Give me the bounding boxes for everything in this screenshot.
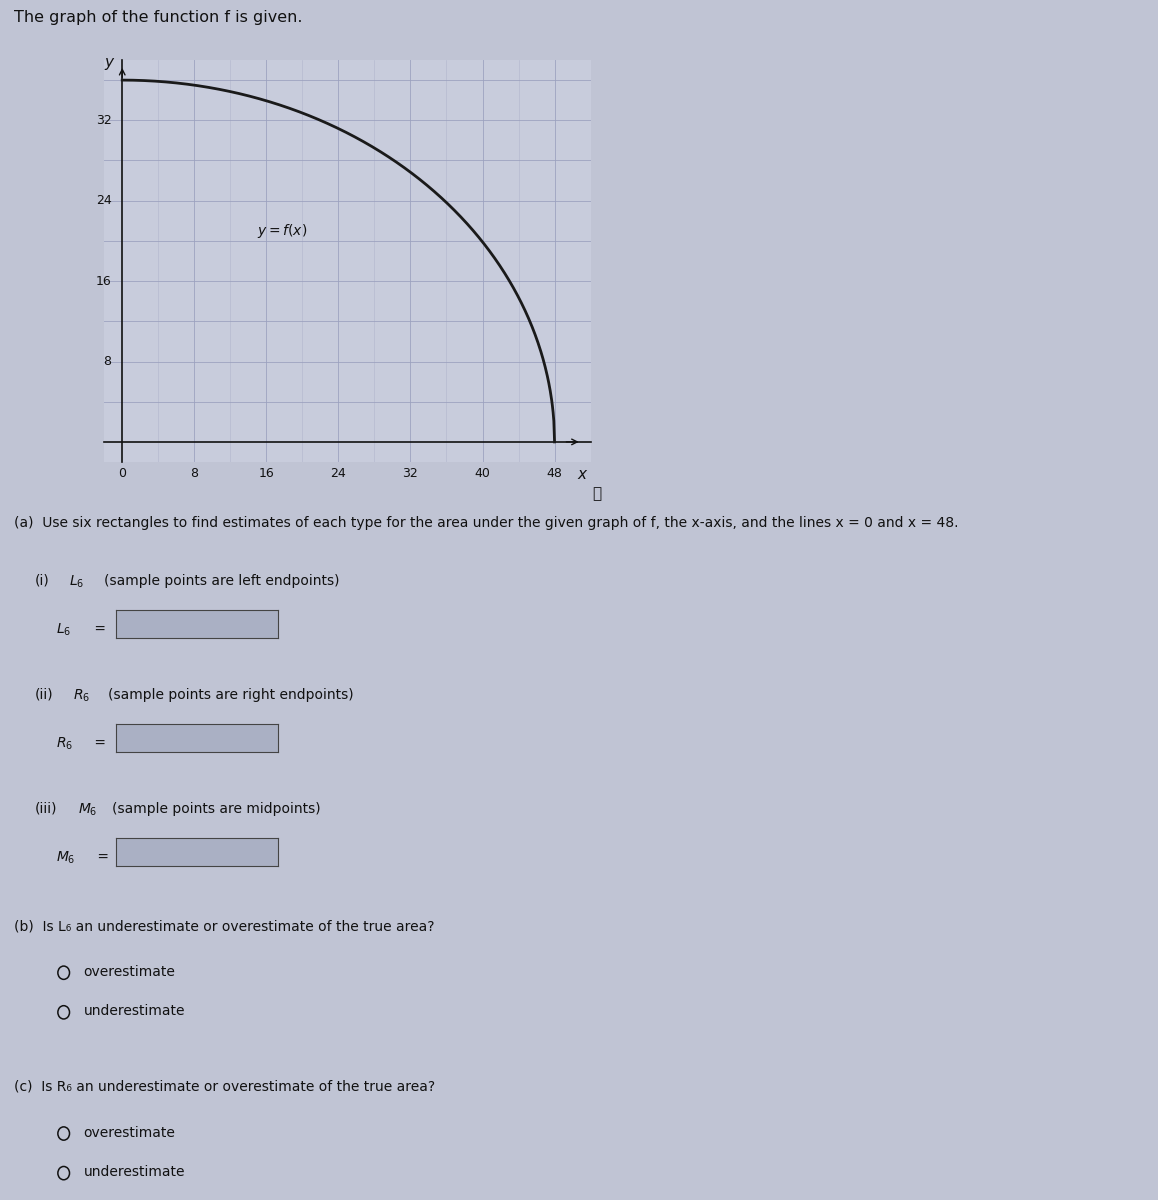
Text: 48: 48 — [547, 467, 563, 480]
Text: underestimate: underestimate — [83, 1004, 185, 1019]
Text: =: = — [90, 736, 111, 750]
Text: The graph of the function f is given.: The graph of the function f is given. — [14, 10, 302, 24]
Text: $R_6$: $R_6$ — [73, 688, 90, 704]
Text: (i): (i) — [35, 574, 50, 588]
Text: 40: 40 — [475, 467, 491, 480]
Text: (a)  Use six rectangles to find estimates of each type for the area under the gi: (a) Use six rectangles to find estimates… — [14, 516, 959, 530]
Text: =: = — [90, 622, 111, 636]
Text: $M_6$: $M_6$ — [78, 802, 97, 818]
Text: (sample points are right endpoints): (sample points are right endpoints) — [108, 688, 353, 702]
Text: x: x — [577, 467, 586, 482]
Text: $L_6$: $L_6$ — [56, 622, 71, 638]
Text: 32: 32 — [403, 467, 418, 480]
Text: $L_6$: $L_6$ — [69, 574, 85, 590]
Text: 16: 16 — [258, 467, 274, 480]
Text: (b)  Is L₆ an underestimate or overestimate of the true area?: (b) Is L₆ an underestimate or overestima… — [14, 919, 434, 934]
Text: 8: 8 — [103, 355, 111, 368]
Text: 16: 16 — [96, 275, 111, 288]
Text: (sample points are left endpoints): (sample points are left endpoints) — [104, 574, 339, 588]
Text: 0: 0 — [118, 467, 126, 480]
Text: underestimate: underestimate — [83, 1165, 185, 1180]
Text: (ii): (ii) — [35, 688, 53, 702]
Text: ⓘ: ⓘ — [592, 486, 601, 502]
Text: 24: 24 — [96, 194, 111, 208]
Text: $R_6$: $R_6$ — [56, 736, 73, 752]
Text: overestimate: overestimate — [83, 965, 175, 979]
Text: 32: 32 — [96, 114, 111, 127]
Text: overestimate: overestimate — [83, 1126, 175, 1140]
Text: =: = — [93, 850, 113, 864]
Text: (iii): (iii) — [35, 802, 57, 816]
Text: $M_6$: $M_6$ — [56, 850, 75, 866]
Text: 8: 8 — [190, 467, 198, 480]
Text: 24: 24 — [330, 467, 346, 480]
Text: $y = f(x)$: $y = f(x)$ — [257, 222, 308, 240]
Text: (sample points are midpoints): (sample points are midpoints) — [112, 802, 321, 816]
Text: (c)  Is R₆ an underestimate or overestimate of the true area?: (c) Is R₆ an underestimate or overestima… — [14, 1080, 435, 1094]
Text: y: y — [104, 55, 113, 70]
